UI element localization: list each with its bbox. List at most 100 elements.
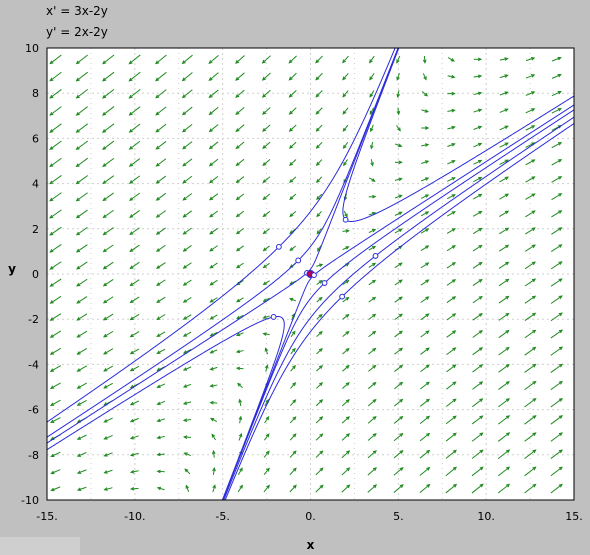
vector-arrow [263, 433, 270, 441]
vector-arrow-head [558, 415, 563, 419]
vector-arrow [289, 467, 297, 476]
vector-arrow [102, 227, 114, 236]
vector-arrow [316, 193, 323, 201]
vector-arrow-head [319, 450, 324, 455]
vector-arrow [445, 398, 457, 407]
vector-arrow-head [156, 333, 161, 337]
vector-arrow-head [102, 333, 108, 338]
vector-arrow-head [292, 399, 297, 404]
vector-arrow-head [532, 449, 537, 454]
vector-arrow [75, 106, 89, 116]
vector-arrow-head [315, 59, 320, 64]
vector-arrow [420, 211, 430, 217]
vector-arrow-shaft [550, 278, 563, 287]
vector-arrow [550, 466, 563, 477]
vector-arrow [235, 366, 244, 371]
vector-arrow-head [504, 74, 509, 78]
vector-arrow-head [558, 449, 563, 454]
vector-arrow-head [75, 60, 80, 65]
initial-point [311, 272, 317, 279]
vector-arrow-head [319, 382, 324, 387]
vector-arrow-head [208, 162, 214, 167]
vector-arrow [551, 176, 563, 183]
vector-arrow-head [479, 364, 484, 368]
vector-arrow-head [289, 179, 294, 184]
vector-arrow-head [155, 111, 160, 116]
vector-arrow-shaft [130, 313, 140, 321]
vector-arrow-shaft [50, 295, 62, 304]
vector-arrow-shaft [155, 106, 167, 116]
vector-arrow-shaft [447, 160, 455, 165]
vector-arrow [525, 125, 536, 131]
vector-arrow-shaft [525, 91, 535, 96]
vector-arrow [209, 245, 218, 252]
vector-arrow [394, 296, 403, 303]
vector-arrow-head [261, 59, 266, 64]
vector-arrow-head [76, 299, 81, 304]
vector-arrow-head [156, 299, 161, 303]
vector-arrow-head [129, 486, 135, 491]
vector-arrow [75, 209, 88, 219]
vector-arrow-head [479, 466, 484, 471]
vector-arrow-head [103, 470, 108, 474]
vector-arrow [262, 332, 270, 336]
vector-arrow-head [505, 261, 510, 266]
vector-arrow-head [369, 93, 374, 98]
y-tick-label: 8 [32, 87, 39, 100]
vector-arrow [525, 227, 536, 235]
vector-arrow-shaft [341, 484, 350, 493]
vector-arrow [209, 383, 218, 388]
vector-arrow [182, 262, 192, 269]
vector-arrow [551, 108, 562, 114]
vector-arrow-shaft [289, 485, 297, 493]
vector-arrow [316, 364, 323, 372]
vector-arrow [421, 109, 430, 113]
vector-arrow-shaft [473, 109, 482, 113]
vector-arrow-head [398, 143, 403, 148]
vector-arrow-head [128, 180, 134, 184]
vector-arrow [75, 89, 89, 99]
vector-arrow [209, 262, 218, 269]
vector-arrow [128, 71, 141, 82]
vector-arrow-head [289, 196, 294, 201]
vector-arrow-head [557, 159, 563, 163]
vector-arrow-shaft [445, 484, 457, 494]
initial-point [339, 293, 346, 300]
vector-arrow-head [208, 128, 213, 133]
vector-arrow-head [103, 368, 108, 372]
vector-arrow-shaft [524, 398, 536, 408]
vector-arrow [524, 415, 537, 425]
y-tick-label: -4 [28, 358, 39, 371]
vector-arrow-shaft [368, 262, 376, 268]
vector-arrow-shaft [182, 89, 193, 98]
y-tick-label: 10 [25, 42, 39, 55]
vector-arrow-shaft [394, 382, 403, 390]
vector-arrow-head [369, 59, 373, 64]
vector-arrow-head [182, 196, 187, 201]
vector-arrow [315, 90, 323, 98]
vector-arrow [551, 142, 563, 149]
vector-arrow-shaft [472, 398, 483, 408]
vector-arrow-shaft [156, 141, 167, 150]
vector-arrow-head [452, 415, 457, 420]
vector-arrow-head [209, 298, 214, 303]
vector-arrow-head [372, 450, 377, 454]
vector-arrow [498, 278, 510, 287]
vector-arrow [75, 140, 89, 151]
vector-arrow-head [504, 108, 509, 112]
vector-arrow-head [209, 264, 214, 269]
vector-arrow-head [235, 332, 241, 337]
vector-arrow-head [208, 94, 213, 99]
vector-arrow-head [371, 279, 377, 284]
vector-arrow-head [505, 415, 511, 419]
vector-arrow-head [262, 264, 267, 269]
vector-arrow-head [477, 57, 483, 62]
vector-arrow-head [532, 415, 537, 419]
vector-arrow-head [209, 417, 215, 422]
vector-arrow-head [262, 332, 267, 336]
vector-arrow-head [398, 211, 403, 216]
vector-arrow-head [530, 74, 536, 78]
vector-arrow-head [345, 347, 350, 352]
vector-arrow [288, 124, 297, 132]
